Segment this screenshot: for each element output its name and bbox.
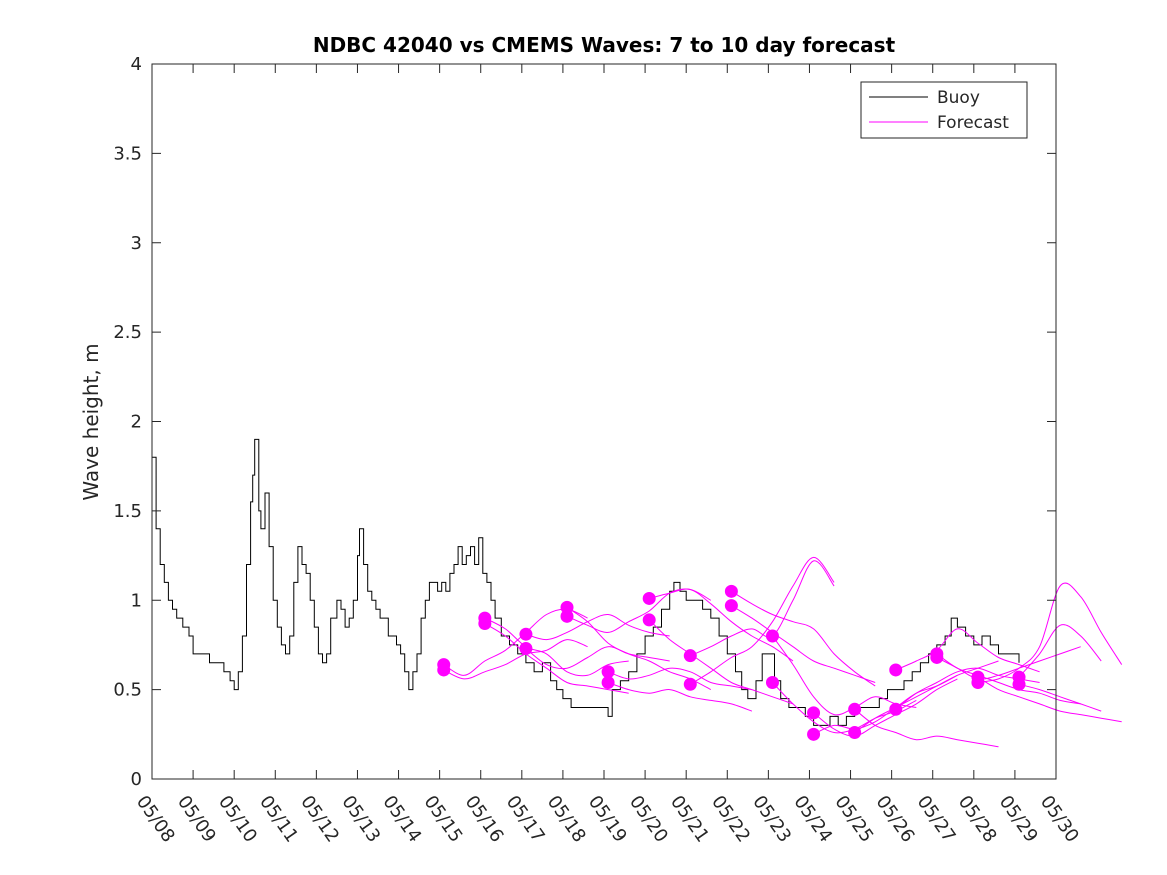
forecast-start-marker bbox=[642, 591, 656, 605]
y-tick-label: 4 bbox=[131, 54, 142, 75]
forecast-start-marker bbox=[848, 726, 862, 740]
forecast-series-line bbox=[1018, 624, 1102, 678]
forecast-start-marker bbox=[560, 609, 574, 623]
forecast-series-line bbox=[690, 556, 835, 685]
legend-forecast-label: Forecast bbox=[937, 113, 1009, 133]
forecast-series-line bbox=[977, 676, 1122, 723]
y-tick-label: 3.5 bbox=[113, 143, 142, 164]
forecast-series-line bbox=[731, 590, 876, 687]
forecast-series-line bbox=[977, 582, 1123, 683]
y-tick-label: 0 bbox=[131, 769, 142, 790]
legend-buoy-label: Buoy bbox=[937, 88, 980, 108]
forecast-start-marker bbox=[683, 649, 697, 663]
forecast-series-line bbox=[731, 605, 876, 683]
y-tick-label: 1.5 bbox=[113, 501, 142, 522]
forecast-start-marker bbox=[683, 677, 697, 691]
y-tick-label: 2.5 bbox=[113, 322, 142, 343]
forecast-start-marker bbox=[478, 616, 492, 630]
forecast-start-marker bbox=[437, 663, 451, 677]
forecast-series-line bbox=[1018, 683, 1102, 712]
forecast-start-marker bbox=[765, 675, 779, 689]
legend: Buoy Forecast bbox=[860, 81, 1028, 139]
forecast-start-marker bbox=[519, 627, 533, 641]
forecast-start-marker bbox=[889, 702, 903, 716]
forecast-start-marker bbox=[807, 727, 821, 741]
forecast-series-line bbox=[690, 560, 835, 657]
forecast-start-marker bbox=[971, 675, 985, 689]
forecast-series-line bbox=[649, 588, 794, 662]
y-tick-label: 1 bbox=[131, 590, 142, 611]
forecast-start-marker bbox=[1012, 677, 1026, 691]
y-axis-ticks: 0 0.5 1 1.5 2 2.5 3 3.5 4 bbox=[113, 54, 1056, 790]
forecast-start-marker bbox=[765, 629, 779, 643]
forecast-start-marker bbox=[848, 702, 862, 716]
forecast-series-line bbox=[854, 708, 999, 748]
forecast-start-marker bbox=[560, 600, 574, 614]
forecast-start-marker bbox=[642, 613, 656, 627]
forecast-start-marker bbox=[930, 650, 944, 664]
forecast-series-line bbox=[525, 646, 670, 670]
forecast-series-line bbox=[936, 646, 1081, 680]
forecast-start-marker bbox=[889, 663, 903, 677]
buoy-series-line bbox=[152, 438, 1020, 726]
forecast-series-line bbox=[648, 619, 794, 705]
series-layer bbox=[152, 438, 1123, 748]
legend-box bbox=[860, 81, 1028, 139]
y-tick-label: 0.5 bbox=[113, 680, 142, 701]
forecast-series-line bbox=[484, 617, 629, 677]
forecast-series-line bbox=[484, 623, 629, 694]
y-tick-label: 2 bbox=[131, 412, 142, 433]
forecast-series-line bbox=[895, 628, 1040, 673]
forecast-series-line bbox=[813, 678, 958, 737]
forecast-series-line bbox=[443, 639, 588, 680]
forecast-start-marker bbox=[724, 599, 738, 613]
y-axis-label: Wave height, m bbox=[79, 343, 103, 500]
forecast-start-marker bbox=[601, 675, 615, 689]
forecast-start-marker bbox=[601, 665, 615, 679]
chart-title: NDBC 42040 vs CMEMS Waves: 7 to 10 day f… bbox=[313, 33, 896, 57]
forecast-start-marker bbox=[724, 584, 738, 598]
forecast-start-marker bbox=[519, 642, 533, 656]
forecast-start-marker bbox=[807, 706, 821, 720]
forecast-series-line bbox=[854, 660, 999, 733]
forecast-series-line bbox=[607, 667, 752, 691]
forecast-series-line bbox=[607, 682, 753, 712]
forecast-series-line bbox=[525, 613, 670, 641]
y-tick-label: 3 bbox=[131, 233, 142, 254]
